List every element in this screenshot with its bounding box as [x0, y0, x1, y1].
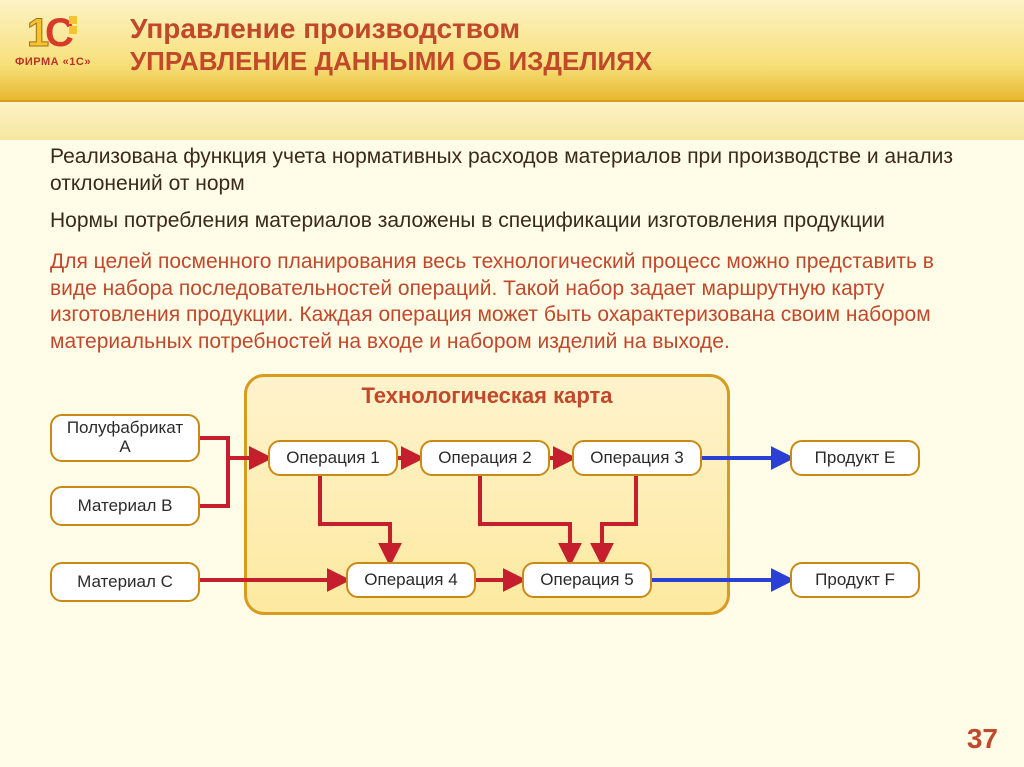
node-op4: Операция 4 — [346, 562, 476, 598]
title-line1: Управление производством — [130, 14, 652, 45]
page-number: 37 — [967, 723, 998, 755]
header: 1 С ФИРМА «1С» Управление производством … — [0, 0, 1024, 102]
tech-card-title: Технологическая карта — [247, 383, 727, 409]
logo: 1 С ФИРМА «1С» — [14, 10, 92, 68]
logo-company-text: ФИРМА «1С» — [14, 56, 92, 68]
node-inB: Материал В — [50, 486, 200, 526]
slide: 1 С ФИРМА «1С» Управление производством … — [0, 0, 1024, 767]
node-inA: Полуфабрикат А — [50, 414, 200, 462]
flowchart-diagram: Технологическая карта Полуфабрикат А Мате… — [50, 374, 970, 614]
node-op5: Операция 5 — [522, 562, 652, 598]
header-titles: Управление производством УПРАВЛЕНИЕ ДАНН… — [130, 14, 652, 75]
node-op1: Операция 1 — [268, 440, 398, 476]
node-outF: Продукт F — [790, 562, 920, 598]
node-op3: Операция 3 — [572, 440, 702, 476]
paragraph-1: Реализована функция учета нормативных ра… — [50, 144, 974, 198]
logo-1c-icon: 1 С — [21, 10, 85, 54]
title-line2: УПРАВЛЕНИЕ ДАННЫМИ ОБ ИЗДЕЛИЯХ — [130, 47, 652, 76]
sub-band — [0, 102, 1024, 140]
tech-card: Технологическая карта — [244, 374, 730, 615]
node-outE: Продукт Е — [790, 440, 920, 476]
node-inC: Материал С — [50, 562, 200, 602]
paragraph-2: Нормы потребления материалов заложены в … — [50, 208, 974, 235]
paragraph-3: Для целей посменного планирования весь т… — [50, 249, 974, 357]
body: Реализована функция учета нормативных ра… — [0, 138, 1024, 614]
node-op2: Операция 2 — [420, 440, 550, 476]
